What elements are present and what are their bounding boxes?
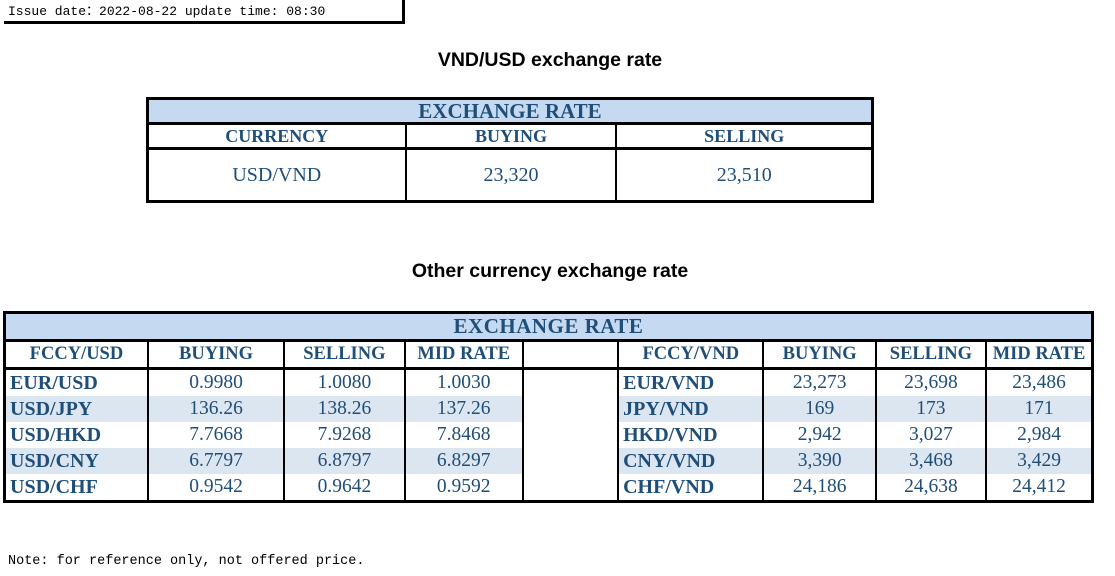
vnd-currency-cell: USD/VND [147, 148, 407, 202]
vnd-buying-cell: 23,320 [405, 148, 618, 202]
cell-lmid: 6.8297 [404, 448, 524, 474]
vnd-header-selling: SELLING [616, 123, 873, 150]
cell-rbuy: 3,390 [763, 448, 877, 474]
table-row: USD/JPY 136.26 138.26 137.26 JPY/VND 169 173 17… [4, 396, 1093, 422]
cell-rbuy: 24,186 [763, 474, 877, 502]
vnd-usd-heading: VND/USD exchange rate [437, 49, 663, 71]
table-row: USD/CHF 0.9542 0.9642 0.9592 CHF/VND 24,186 24… [4, 474, 1093, 502]
vnd-table-title: EXCHANGE RATE [147, 98, 873, 125]
gap-cell [522, 448, 620, 474]
header-selling: SELLING [875, 340, 988, 370]
table-row: USD/CNY 6.7797 6.8797 6.8297 CNY/VND 3,390 3,4… [4, 448, 1093, 474]
gap-cell [522, 368, 620, 396]
cell-lmid: 1.0030 [404, 368, 524, 396]
gap-cell [522, 422, 620, 448]
cell-rmid: 171 [986, 396, 1093, 422]
cell-rsell: 173 [875, 396, 988, 422]
vnd-selling-cell: 23,510 [716, 163, 772, 186]
cell-rsell: 24,638 [875, 474, 988, 502]
cell-rsell: 3,027 [875, 422, 988, 448]
header-fccy-vnd: FCCY/VND [618, 340, 765, 370]
cell-rbuy: 169 [763, 396, 877, 422]
cell-rmid: 24,412 [1012, 476, 1066, 497]
gap-column [522, 340, 620, 370]
cell-rpair: HKD/VND [618, 422, 765, 448]
cell-lpair: USD/HKD [4, 422, 149, 448]
header-fccy-usd: FCCY/USD [4, 340, 149, 370]
cell-lbuy: 136.26 [147, 396, 286, 422]
cell-lmid: 0.9592 [404, 474, 524, 502]
header-buying: BUYING [147, 340, 286, 370]
other-table-title: EXCHANGE RATE [4, 312, 1093, 342]
cell-lbuy: 6.7797 [147, 448, 286, 474]
cell-rmid: 3,429 [986, 448, 1093, 474]
cell-lbuy: 7.7668 [147, 422, 286, 448]
table-row: USD/HKD 7.7668 7.9268 7.8468 HKD/VND 2,942 3,0… [4, 422, 1093, 448]
cell-lsell: 0.9642 [284, 474, 406, 502]
gap-cell [522, 474, 620, 502]
cell-rbuy: 23,273 [763, 368, 877, 396]
cell-lsell: 6.8797 [284, 448, 406, 474]
header-buying: BUYING [763, 340, 877, 370]
cell-lpair: USD/CHF [4, 474, 149, 502]
header-mid-rate: MID RATE [404, 340, 524, 370]
cell-rmid: 23,486 [1012, 372, 1066, 393]
gap-cell [522, 396, 620, 422]
cell-rpair: JPY/VND [618, 396, 765, 422]
cell-lmid: 7.8468 [404, 422, 524, 448]
cell-lsell: 138.26 [284, 396, 406, 422]
header-mid-rate: MID RATE [986, 340, 1093, 370]
issue-date-label: Issue date：2022-08-22 update time: 08:30 [4, 0, 405, 24]
cell-lmid: 137.26 [404, 396, 524, 422]
cell-rbuy: 2,942 [763, 422, 877, 448]
cell-rmid: 2,984 [1017, 424, 1061, 445]
cell-lbuy: 0.9542 [147, 474, 286, 502]
cell-lpair: USD/CNY [4, 448, 149, 474]
vnd-header-currency: CURRENCY [147, 123, 407, 150]
vnd-header-buying: BUYING [405, 123, 618, 150]
cell-rpair: CHF/VND [618, 474, 765, 502]
cell-rsell: 23,698 [875, 368, 988, 396]
vnd-usd-table: EXCHANGE RATE CURRENCY BUYING SELLING US… [146, 97, 874, 203]
other-currency-heading: Other currency exchange rate [411, 260, 689, 282]
cell-rpair: EUR/VND [618, 368, 765, 396]
cell-rsell: 3,468 [875, 448, 988, 474]
header-selling: SELLING [284, 340, 406, 370]
disclaimer-note: Note: for reference only, not offered pr… [8, 554, 365, 569]
cell-lpair: USD/JPY [4, 396, 149, 422]
cell-lbuy: 0.9980 [147, 368, 286, 396]
cell-rpair: CNY/VND [618, 448, 765, 474]
cell-lpair: EUR/USD [4, 368, 149, 396]
table-row: EUR/USD 0.9980 1.0080 1.0030 EUR/VND 23,273 23… [4, 368, 1093, 396]
other-currency-table: EXCHANGE RATE FCCY/USD BUYING SELLING MI… [3, 311, 1094, 503]
cell-lsell: 7.9268 [284, 422, 406, 448]
cell-lsell: 1.0080 [284, 368, 406, 396]
